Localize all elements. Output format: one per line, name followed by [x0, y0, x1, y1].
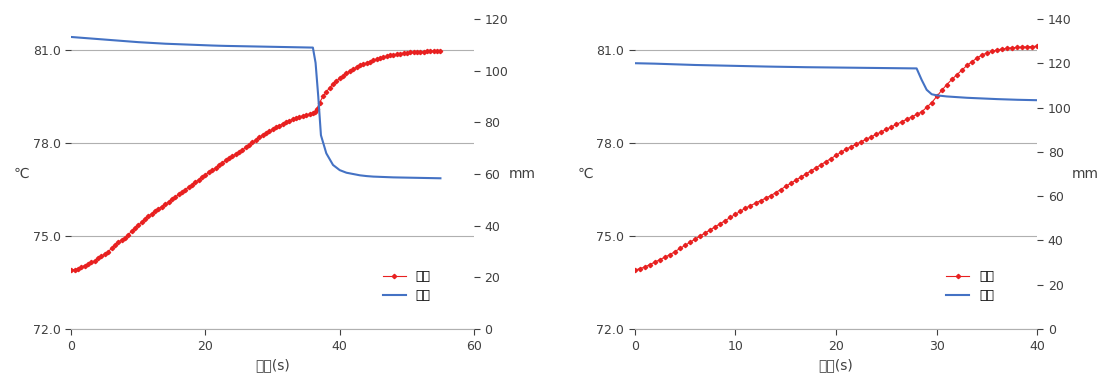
변위: [628, 61, 641, 66]
온도: [329, 79, 343, 83]
변위: [925, 92, 938, 96]
변위: [638, 61, 651, 66]
변위: [799, 65, 812, 69]
변위: [749, 64, 762, 69]
변위: [971, 96, 984, 100]
변위: [789, 65, 802, 69]
변위: [910, 66, 924, 71]
온도: [723, 215, 737, 220]
Y-axis label: ℃: ℃: [13, 167, 30, 181]
X-axis label: 시간(s): 시간(s): [819, 358, 854, 372]
변위: [961, 95, 974, 100]
변위: [1011, 97, 1024, 102]
온도: [945, 77, 958, 82]
변위: [373, 174, 386, 179]
온도: [65, 268, 78, 273]
온도: [819, 159, 833, 164]
Y-axis label: mm: mm: [1072, 167, 1100, 181]
온도: [434, 49, 447, 53]
변위: [699, 63, 712, 68]
변위: [648, 61, 661, 66]
변위: [889, 66, 903, 71]
변위: [829, 65, 843, 70]
온도: [196, 175, 209, 179]
변위: [158, 41, 171, 46]
변위: [312, 94, 325, 99]
변위: [920, 88, 934, 92]
변위: [915, 78, 928, 82]
변위: [709, 63, 722, 68]
온도: [421, 49, 434, 54]
변위: [434, 176, 447, 181]
Legend: 온도, 변위: 온도, 변위: [378, 265, 435, 307]
변위: [678, 62, 691, 67]
온도: [273, 123, 286, 128]
변위: [859, 66, 873, 70]
온도: [313, 100, 326, 105]
변위: [930, 93, 944, 98]
변위: [981, 96, 994, 101]
온도: [743, 203, 757, 208]
변위: [951, 95, 964, 100]
변위: [65, 35, 78, 39]
변위: [769, 64, 782, 69]
온도: [628, 268, 641, 273]
변위: [899, 66, 913, 71]
온도: [955, 68, 968, 73]
변위: [421, 176, 434, 180]
변위: [879, 66, 893, 70]
Y-axis label: ℃: ℃: [578, 167, 593, 181]
Line: 변위: 변위: [634, 63, 1047, 100]
Legend: 온도, 변위: 온도, 변위: [942, 265, 999, 307]
변위: [1031, 98, 1044, 103]
온도: [1031, 44, 1044, 49]
온도: [1036, 44, 1050, 49]
변위: [991, 97, 1004, 102]
변위: [849, 66, 863, 70]
변위: [759, 64, 772, 69]
Line: 온도: 온도: [70, 49, 442, 272]
변위: [151, 41, 165, 46]
변위: [658, 62, 671, 66]
변위: [719, 63, 732, 68]
변위: [739, 64, 752, 68]
변위: [1041, 98, 1054, 103]
변위: [940, 94, 954, 99]
Y-axis label: mm: mm: [509, 167, 535, 181]
Line: 온도: 온도: [633, 45, 1044, 272]
X-axis label: 시간(s): 시간(s): [255, 358, 290, 372]
변위: [1001, 97, 1014, 102]
변위: [668, 62, 681, 67]
변위: [779, 64, 792, 69]
변위: [819, 65, 833, 70]
변위: [1021, 98, 1034, 102]
온도: [349, 65, 363, 69]
변위: [839, 65, 853, 70]
변위: [689, 63, 702, 67]
온도: [739, 206, 752, 210]
Line: 변위: 변위: [71, 37, 441, 178]
변위: [333, 168, 346, 173]
변위: [869, 66, 883, 70]
변위: [729, 64, 742, 68]
변위: [809, 65, 823, 69]
